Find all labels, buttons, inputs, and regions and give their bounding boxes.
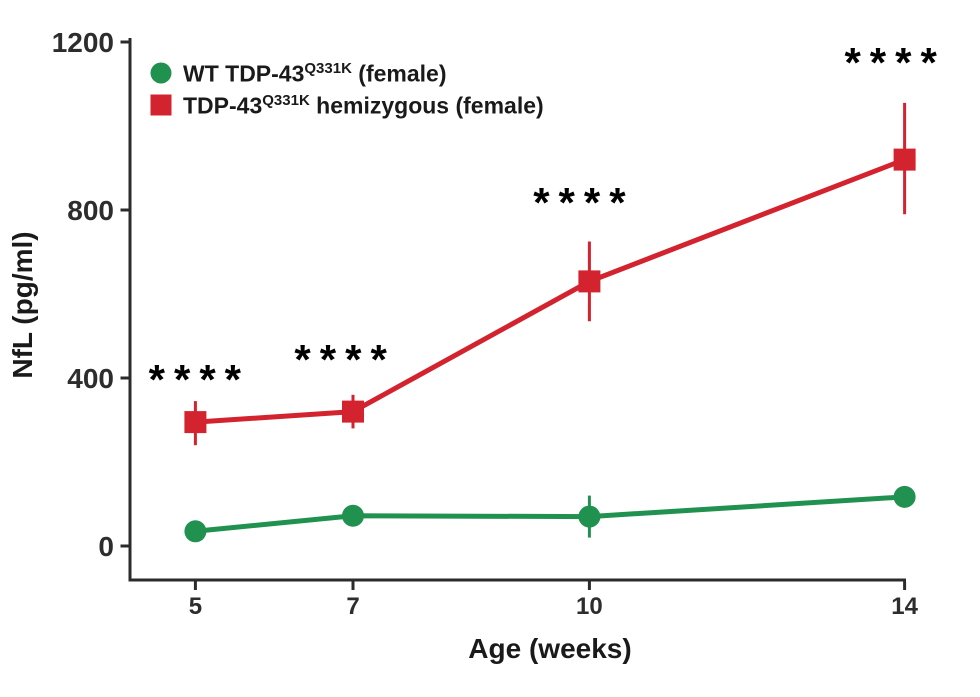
data-point-hemizygous-14w — [893, 148, 916, 171]
x-axis-title: Age (weeks) — [468, 633, 631, 664]
data-point-wt-10w — [578, 505, 601, 528]
data-point-hemizygous-10w — [578, 270, 601, 293]
series-line-wt — [195, 494, 905, 534]
significance-asterisks: **** — [294, 336, 395, 383]
data-point-wt-14w — [893, 485, 916, 508]
y-tick-label: 800 — [67, 195, 114, 226]
y-tick-label: 1200 — [52, 27, 114, 58]
significance-asterisks: **** — [533, 179, 634, 226]
legend-item-hemizygous: TDP-43Q331K hemizygous (female) — [150, 92, 544, 119]
data-point-wt-7w — [342, 504, 365, 527]
series-wt — [184, 485, 916, 543]
x-tick-label: 7 — [346, 593, 359, 620]
data-point-hemizygous-5w — [184, 411, 207, 434]
data-point-wt-5w — [184, 520, 207, 543]
series-line-hemizygous — [195, 157, 906, 425]
series-hemizygous — [184, 102, 916, 446]
legend-marker-square-icon — [150, 94, 172, 116]
significance-asterisks: **** — [844, 39, 945, 86]
x-tick-label: 5 — [189, 593, 202, 620]
x-tick-label: 14 — [891, 593, 918, 620]
legend-label-hemizygous: TDP-43Q331K hemizygous (female) — [183, 92, 544, 119]
y-tick-label: 400 — [67, 363, 114, 394]
data-point-hemizygous-7w — [342, 400, 365, 423]
legend-label-wt: WT TDP-43Q331K (female) — [183, 60, 447, 87]
significance-annotations: **** **** **** **** — [149, 39, 945, 403]
y-axis-title: NfL (pg/ml) — [7, 231, 38, 378]
significance-asterisks: **** — [149, 356, 250, 403]
legend-marker-circle-icon — [150, 62, 172, 84]
x-tick-label: 10 — [576, 593, 603, 620]
axes: 0 400 800 1200 5 7 10 14 Age (weeks) NfL (pg/ml) — [7, 27, 919, 664]
legend-item-wt: WT TDP-43Q331K (female) — [150, 60, 447, 87]
legend: WT TDP-43Q331K (female) TDP-43Q331K hemiz… — [150, 60, 544, 119]
y-tick-label: 0 — [98, 531, 114, 562]
